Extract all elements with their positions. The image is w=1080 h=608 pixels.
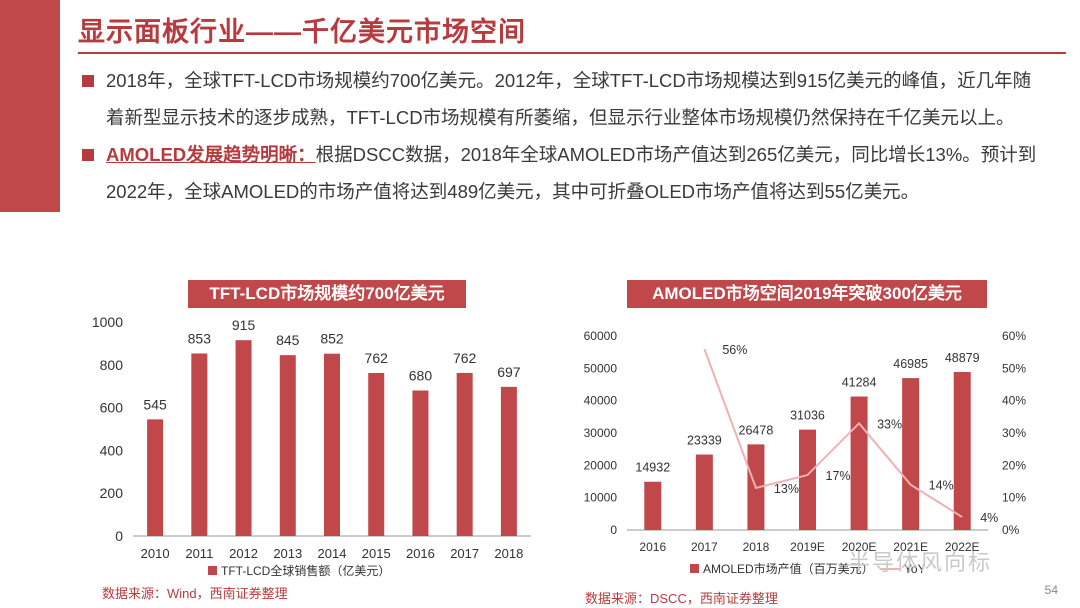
right-bar-value-label: 48879 xyxy=(945,351,980,365)
page-number: 54 xyxy=(1044,583,1058,597)
left-y-tick-label: 0 xyxy=(115,528,123,544)
left-x-tick-label: 2015 xyxy=(362,546,391,561)
left-legend-label: TFT-LCD全球销售额（亿美元） xyxy=(221,563,390,578)
right-y-tick-label: 50000 xyxy=(584,361,618,375)
right-chart-banner: AMOLED市场空间2019年突破300亿美元 xyxy=(627,280,987,308)
right-bar-value-label: 26478 xyxy=(739,423,774,437)
left-bar-value-label: 845 xyxy=(276,332,300,348)
right-x-tick-label: 2018 xyxy=(743,540,770,554)
right-yoy-line xyxy=(703,348,963,518)
right-y2-tick-label: 0% xyxy=(1002,523,1020,537)
left-bar-value-label: 545 xyxy=(143,396,167,412)
right-bar xyxy=(644,481,662,530)
bullet-square-icon xyxy=(82,75,94,87)
left-bar-value-label: 762 xyxy=(365,350,389,366)
bullet-text: 根据DSCC数据，2018年全球AMOLED市场产值达到265亿美元，同比增长1… xyxy=(106,144,1037,202)
right-y2-tick-label: 40% xyxy=(1002,394,1026,408)
left-legend-swatch xyxy=(208,566,217,575)
right-y2-tick-label: 10% xyxy=(1002,491,1026,505)
right-bar xyxy=(902,378,920,530)
right-yoy-label: 56% xyxy=(722,343,747,357)
left-bar xyxy=(147,419,164,536)
left-x-tick-label: 2010 xyxy=(141,546,170,561)
left-x-tick-label: 2013 xyxy=(273,546,302,561)
left-chart-source: 数据来源：Wind，西南证券整理 xyxy=(102,586,288,601)
right-y-tick-label: 40000 xyxy=(584,394,618,408)
left-y-tick-label: 400 xyxy=(100,442,124,458)
right-y-tick-label: 10000 xyxy=(584,491,618,505)
left-x-tick-label: 2012 xyxy=(229,546,258,561)
left-bar-value-label: 762 xyxy=(453,350,477,366)
left-accent-bar xyxy=(0,0,60,212)
right-yoy-label: 13% xyxy=(774,482,799,496)
left-x-tick-label: 2017 xyxy=(450,546,479,561)
right-yoy-label: 33% xyxy=(877,417,902,431)
right-bar xyxy=(799,429,816,530)
left-y-tick-label: 800 xyxy=(100,357,124,373)
right-legend-bar-swatch xyxy=(690,564,699,573)
right-y2-tick-label: 30% xyxy=(1002,426,1026,440)
right-bar-value-label: 41284 xyxy=(842,376,877,390)
right-bar xyxy=(850,396,868,530)
left-bar xyxy=(456,372,473,536)
left-bar xyxy=(412,390,429,536)
left-x-tick-label: 2018 xyxy=(494,546,523,561)
right-x-tick-label: 2019E xyxy=(790,540,825,554)
right-x-tick-label: 2016 xyxy=(639,540,666,554)
page-title: 显示面板行业——千亿美元市场空间 xyxy=(78,17,526,47)
left-bar-value-label: 853 xyxy=(188,330,212,346)
watermark: 半导体风向标 xyxy=(848,550,993,575)
right-y-tick-label: 60000 xyxy=(584,329,618,343)
right-bar xyxy=(695,454,713,530)
left-y-tick-label: 1000 xyxy=(92,314,123,330)
right-y-tick-label: 20000 xyxy=(584,458,618,472)
left-bar xyxy=(368,372,385,536)
left-bar xyxy=(324,353,340,536)
right-bar xyxy=(953,371,971,530)
right-chart-source: 数据来源：DSCC，西南证券整理 xyxy=(585,591,778,606)
right-bar-value-label: 23339 xyxy=(687,434,722,448)
right-yoy-label: 14% xyxy=(929,479,954,493)
bullet-item: 2018年，全球TFT-LCD市场规模约700亿美元。2012年，全球TFT-L… xyxy=(80,62,1040,136)
title-bar: 显示面板行业——千亿美元市场空间 xyxy=(60,0,1080,58)
right-y2-tick-label: 20% xyxy=(1002,458,1026,472)
left-x-tick-label: 2014 xyxy=(318,546,347,561)
left-y-tick-label: 200 xyxy=(100,485,124,501)
bullet-list: 2018年，全球TFT-LCD市场规模约700亿美元。2012年，全球TFT-L… xyxy=(80,62,1040,210)
left-bar-value-label: 915 xyxy=(232,317,256,333)
right-bar-value-label: 46985 xyxy=(893,357,928,371)
left-bar xyxy=(500,386,517,536)
right-y-tick-label: 0 xyxy=(610,523,617,537)
left-bar xyxy=(191,353,208,536)
title-underline xyxy=(78,52,1066,54)
left-bar-value-label: 697 xyxy=(497,364,521,380)
left-bar-value-label: 680 xyxy=(409,367,433,383)
right-yoy-label: 4% xyxy=(980,511,998,525)
left-y-tick-label: 600 xyxy=(100,400,124,416)
right-y-tick-label: 30000 xyxy=(584,426,618,440)
right-y2-tick-label: 60% xyxy=(1002,329,1026,343)
left-bar xyxy=(235,340,252,536)
left-x-tick-label: 2016 xyxy=(406,546,435,561)
right-bar-value-label: 31036 xyxy=(790,409,825,423)
right-yoy-label: 17% xyxy=(826,469,851,483)
right-x-tick-label: 2017 xyxy=(691,540,718,554)
left-bar xyxy=(279,355,296,536)
bullet-square-icon xyxy=(82,149,94,161)
bullet-highlight: AMOLED发展趋势明晰： xyxy=(106,144,316,165)
right-bar-value-label: 14932 xyxy=(635,461,670,475)
bullet-item: AMOLED发展趋势明晰：根据DSCC数据，2018年全球AMOLED市场产值达… xyxy=(80,136,1040,210)
left-x-tick-label: 2011 xyxy=(185,546,213,561)
right-y2-tick-label: 50% xyxy=(1002,361,1026,375)
left-bar-value-label: 852 xyxy=(320,331,344,347)
bullet-text: 2018年，全球TFT-LCD市场规模约700亿美元。2012年，全球TFT-L… xyxy=(106,70,1032,128)
right-bar xyxy=(747,444,765,530)
left-chart-banner: TFT-LCD市场规模约700亿美元 xyxy=(188,280,466,308)
